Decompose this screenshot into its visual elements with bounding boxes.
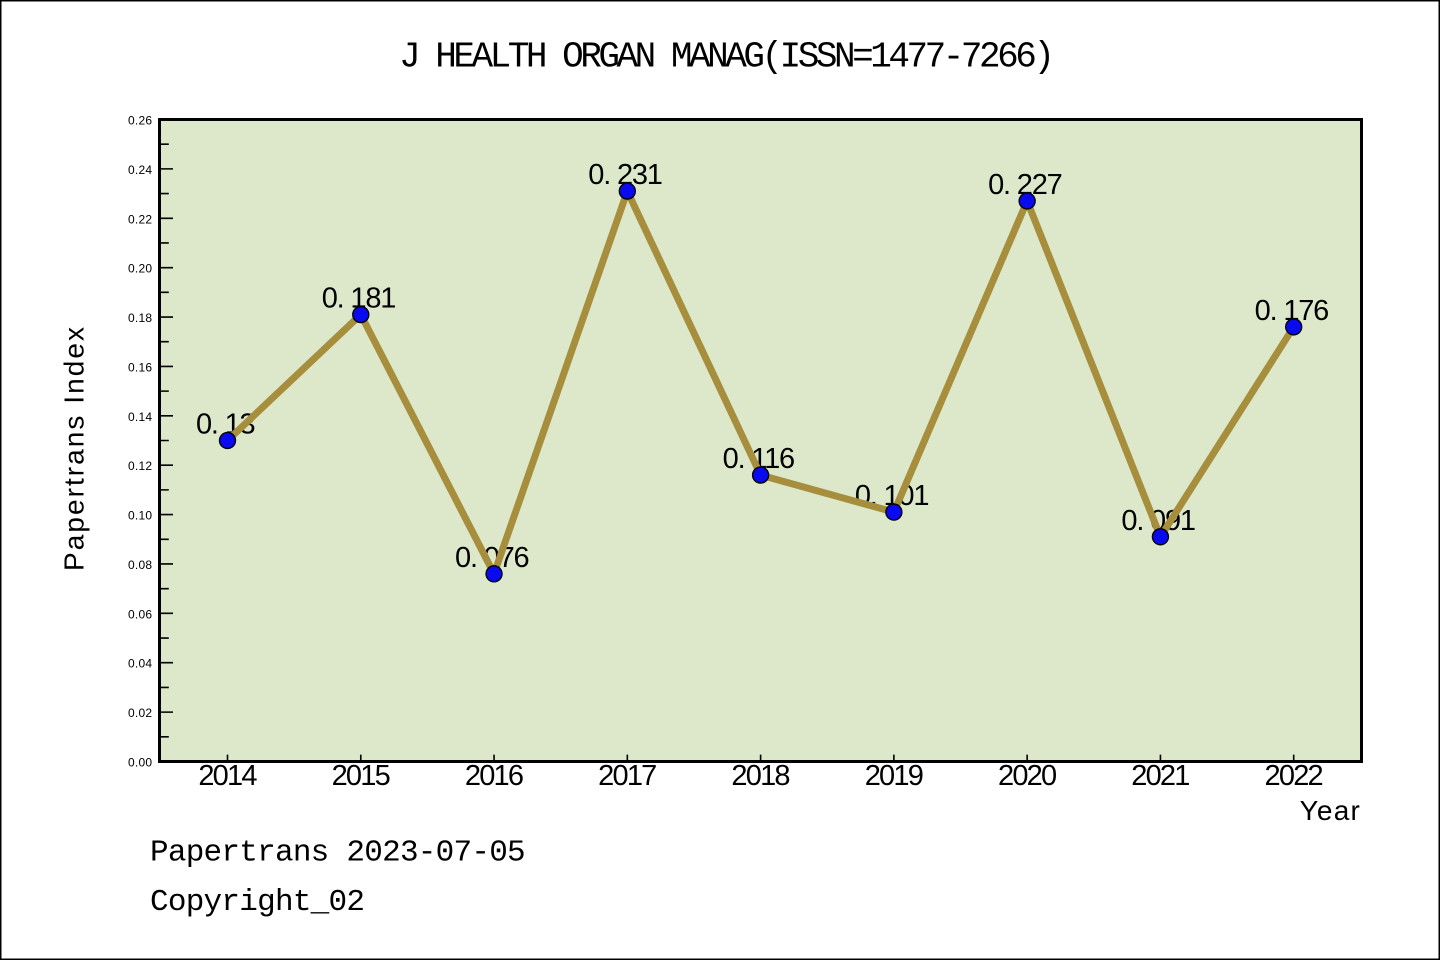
svg-text:2018: 2018	[731, 760, 789, 792]
svg-text:Papertrans Index: Papertrans Index	[59, 325, 90, 571]
svg-text:0.02: 0.02	[128, 706, 152, 720]
svg-text:2019: 2019	[865, 760, 923, 792]
svg-text:2017: 2017	[598, 760, 656, 792]
svg-text:2022: 2022	[1265, 760, 1323, 792]
svg-text:2021: 2021	[1131, 760, 1189, 792]
svg-text:2016: 2016	[465, 760, 523, 792]
svg-text:Papertrans 2023-07-05: Papertrans 2023-07-05	[150, 836, 525, 871]
svg-text:0.08: 0.08	[128, 558, 152, 572]
svg-text:0.26: 0.26	[128, 114, 152, 128]
svg-text:0.00: 0.00	[128, 756, 152, 770]
svg-text:0.04: 0.04	[128, 657, 152, 671]
svg-text:0.20: 0.20	[128, 262, 152, 276]
svg-text:0.24: 0.24	[128, 163, 152, 177]
svg-text:0.10: 0.10	[128, 509, 152, 523]
svg-text:Copyright_02: Copyright_02	[150, 885, 364, 920]
svg-text:0.14: 0.14	[128, 410, 152, 424]
svg-text:0.06: 0.06	[128, 607, 152, 621]
svg-text:0.16: 0.16	[128, 360, 152, 374]
svg-text:J HEALTH ORGAN MANAG(ISSN=1477: J HEALTH ORGAN MANAG(ISSN=1477-7266)	[399, 37, 1051, 78]
svg-text:2020: 2020	[998, 760, 1056, 792]
svg-text:2014: 2014	[198, 760, 257, 792]
svg-text:2015: 2015	[332, 760, 390, 792]
svg-text:0.22: 0.22	[128, 212, 152, 226]
svg-text:Year: Year	[1300, 795, 1361, 826]
svg-text:0.12: 0.12	[128, 459, 152, 473]
svg-text:0.18: 0.18	[128, 311, 152, 325]
